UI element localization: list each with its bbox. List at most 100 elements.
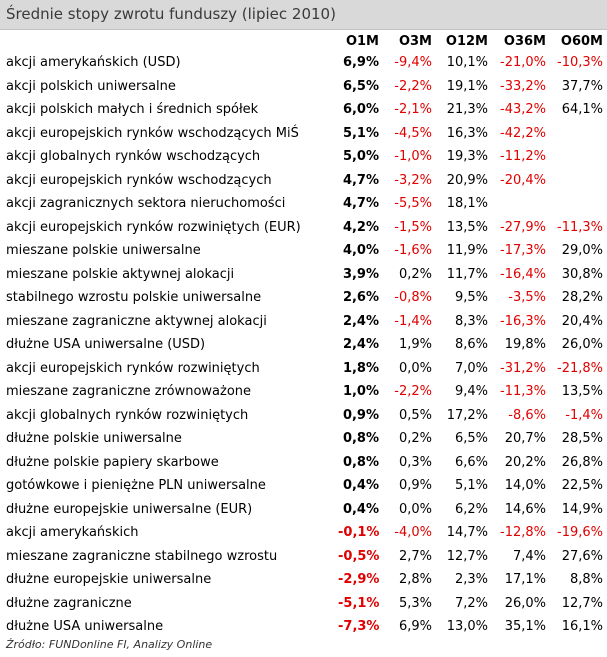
return-cell-o3m: -1,5% — [394, 219, 432, 235]
return-cell-o1m: 0,8% — [342, 431, 379, 447]
table-row: akcji polskich uniwersalne 6,5% -2,2% 19,1%… — [0, 75, 607, 99]
return-cell-o1m: 0,9% — [342, 407, 379, 423]
return-cell-o36m: -11,2% — [500, 149, 546, 165]
return-cell-o60m: 28,5% — [561, 431, 603, 447]
fund-category-name: mieszane zagraniczne aktywnej alokacji — [6, 313, 267, 329]
return-cell-o3m: 0,2% — [398, 431, 432, 447]
return-cell-o1m: 2,6% — [342, 290, 379, 306]
return-cell-o60m: 30,8% — [561, 266, 603, 282]
fund-category-name: mieszane zagraniczne zrównoważone — [6, 384, 252, 400]
column-header: O36M — [503, 33, 546, 49]
return-cell-o3m: 5,3% — [398, 595, 432, 611]
return-cell-o1m: 4,2% — [342, 219, 379, 235]
return-cell-o36m: 19,8% — [504, 337, 546, 353]
return-cell-o12m: 7,2% — [454, 595, 488, 611]
return-cell-o1m: 3,9% — [342, 266, 379, 282]
return-cell-o3m: -9,4% — [394, 55, 432, 71]
return-cell-o1m: 2,4% — [342, 337, 379, 353]
return-cell-o36m: 35,1% — [504, 619, 546, 635]
return-cell-o3m: 0,3% — [398, 454, 432, 470]
return-cell-o12m: 11,7% — [446, 266, 488, 282]
return-cell-o12m: 8,3% — [454, 313, 488, 329]
fund-category-name: dłużne europejskie uniwersalne — [6, 572, 212, 588]
return-cell-o3m: 2,7% — [398, 548, 432, 564]
return-cell-o36m: -11,3% — [500, 384, 546, 400]
return-cell-o36m: 26,0% — [504, 595, 546, 611]
return-cell-o36m: -43,2% — [500, 102, 546, 118]
return-cell-o3m: -1,0% — [394, 149, 432, 165]
fund-category-name: dłużne USA uniwersalne (USD) — [6, 337, 206, 353]
return-cell-o1m: 5,0% — [342, 149, 379, 165]
fund-category-name: akcji polskich uniwersalne — [6, 78, 176, 94]
table-title: Średnie stopy zwrotu funduszy (lipiec 20… — [0, 0, 607, 30]
fund-category-name: gotówkowe i pieniężne PLN uniwersalne — [6, 478, 266, 494]
return-cell-o3m: 1,9% — [398, 337, 432, 353]
return-cell-o3m: -2,2% — [394, 384, 432, 400]
return-cell-o3m: -1,6% — [394, 243, 432, 259]
return-cell-o12m: 18,1% — [446, 196, 488, 212]
return-cell-o1m: 5,1% — [342, 125, 379, 141]
return-cell-o3m: -5,5% — [394, 196, 432, 212]
return-cell-o1m: -5,1% — [338, 595, 380, 611]
return-cell-o36m: -3,5% — [508, 290, 546, 306]
table-row: akcji zagranicznych sektora nieruchomośc… — [0, 192, 607, 216]
return-cell-o60m — [550, 169, 607, 193]
column-header: O3M — [398, 33, 432, 49]
return-cell-o36m: -27,9% — [500, 219, 546, 235]
return-cell-o36m: -20,4% — [500, 172, 546, 188]
return-cell-o12m: 16,3% — [446, 125, 488, 141]
fund-category-name: mieszane polskie aktywnej alokacji — [6, 266, 235, 282]
return-cell-o3m: 0,0% — [398, 501, 432, 517]
return-cell-o60m: 29,0% — [561, 243, 603, 259]
fund-category-name: dłużne polskie papiery skarbowe — [6, 454, 219, 470]
return-cell-o12m: 2,3% — [454, 572, 488, 588]
return-cell-o1m: 2,4% — [342, 313, 379, 329]
table-row: dłużne zagraniczne -5,1% 5,3% 7,2% 26,0% 12,7… — [0, 592, 607, 616]
return-cell-o3m: -1,4% — [394, 313, 432, 329]
return-cell-o12m: 9,4% — [454, 384, 488, 400]
return-cell-o3m: 0,9% — [398, 478, 432, 494]
return-cell-o12m: 12,7% — [446, 548, 488, 564]
source-note: Źródło: FUNDonline FI, Analizy Online — [6, 638, 213, 651]
return-cell-o36m: -16,4% — [500, 266, 546, 282]
return-cell-o36m: -17,3% — [500, 243, 546, 259]
fund-category-name: akcji amerykańskich (USD) — [6, 55, 181, 71]
return-cell-o60m: 37,7% — [561, 78, 603, 94]
return-cell-o1m: 6,5% — [342, 78, 379, 94]
return-cell-o12m: 14,7% — [446, 525, 488, 541]
return-cell-o1m: -7,3% — [338, 619, 380, 635]
return-cell-o12m: 17,2% — [446, 407, 488, 423]
table-row: dłużne USA uniwersalne (USD) 2,4% 1,9% 8,6%… — [0, 333, 607, 357]
return-cell-o60m: 27,6% — [561, 548, 603, 564]
return-cell-o1m: 4,7% — [342, 172, 379, 188]
return-cell-o60m — [550, 192, 607, 216]
return-cell-o36m: 14,0% — [504, 478, 546, 494]
table-row: akcji polskich małych i średnich spółek 6… — [0, 98, 607, 122]
return-cell-o1m: 1,0% — [342, 384, 379, 400]
fund-category-name: akcji zagranicznych sektora nieruchomośc… — [6, 196, 286, 212]
return-cell-o12m: 7,0% — [454, 360, 488, 376]
return-cell-o60m: 16,1% — [561, 619, 603, 635]
column-header: O12M — [445, 33, 488, 49]
return-cell-o36m: -16,3% — [500, 313, 546, 329]
table-row: akcji globalnych rynków rozwiniętych 0,9%… — [0, 404, 607, 428]
return-cell-o3m: 0,0% — [398, 360, 432, 376]
column-header: O60M — [560, 33, 603, 49]
return-cell-o12m: 6,2% — [454, 501, 488, 517]
return-cell-o1m: 0,8% — [342, 454, 379, 470]
return-cell-o60m: -10,3% — [557, 55, 603, 71]
fund-category-name: dłużne zagraniczne — [6, 595, 132, 611]
fund-returns-table: O1M O3M O12M O36M O60M akcji amerykański… — [0, 31, 607, 639]
return-cell-o12m: 20,9% — [446, 172, 488, 188]
table-row: stabilnego wzrostu polskie uniwersalne 2,… — [0, 286, 607, 310]
header-row: O1M O3M O12M O36M O60M — [0, 31, 607, 51]
table-row: akcji globalnych rynków wschodzących 5,0%… — [0, 145, 607, 169]
return-cell-o12m: 13,5% — [446, 219, 488, 235]
return-cell-o12m: 19,1% — [446, 78, 488, 94]
return-cell-o12m: 19,3% — [446, 149, 488, 165]
fund-category-name: dłużne europejskie uniwersalne (EUR) — [6, 501, 253, 517]
return-cell-o1m: 4,7% — [342, 196, 379, 212]
table-row: dłużne USA uniwersalne -7,3% 6,9% 13,0% 35,1… — [0, 615, 607, 639]
return-cell-o60m: 8,8% — [569, 572, 603, 588]
fund-category-name: akcji europejskich rynków wschodzących M… — [6, 125, 299, 141]
